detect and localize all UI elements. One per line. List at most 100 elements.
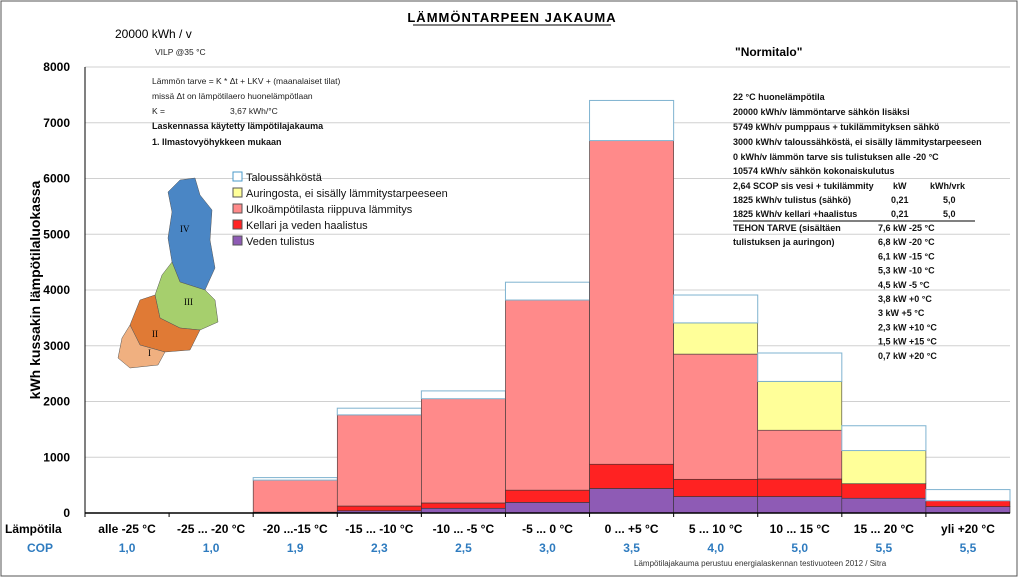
bar-segment-taloussähköstä [589, 99, 675, 142]
legend: Taloussähköstä Auringosta, ei sisälly läm… [232, 171, 448, 248]
legend-label: Kellari ja veden haalistus [246, 220, 368, 232]
bar-segment-veden-tulistus [925, 506, 1011, 514]
legend-swatch [232, 203, 243, 214]
formula-line-2: missä Δt on lämpötilaero huonelämpötlaan [152, 91, 313, 101]
power-demand-value: 2,3 kW +10 °C [878, 322, 937, 332]
power-demand-list: 7,6 kW -25 °C 6,8 kW -20 °C 6,1 kW -15 °C 5… [878, 223, 937, 361]
info-panel: 22 °C huonelämpötila 20000 kWh/v lämmönt… [733, 92, 982, 361]
bar-segment-taloussähköstä [336, 407, 422, 416]
x-category-label: -15 ... -10 °C [345, 522, 413, 536]
tehon-tarve-label: TEHON TARVE (sisältäen [733, 223, 841, 233]
legend-label: Veden tulistus [246, 236, 315, 248]
x-category-label: -10 ... -5 °C [433, 522, 495, 536]
x-category-label: yli +20 °C [941, 522, 995, 536]
cop-label: COP [27, 541, 53, 555]
map-zone-label: I [148, 348, 151, 358]
normitalo-label: "Normitalo" [735, 45, 802, 59]
power-table-cell: 0,21 [891, 209, 909, 219]
formula-k-value: 3,67 kWh/°C [230, 106, 278, 116]
x-category-label: 15 ... 20 °C [854, 522, 914, 536]
bar-segment-kellari-ja-veden-haalistus [421, 502, 506, 509]
bar-segment-taloussähköstä [841, 425, 927, 452]
power-table-header-kwh: kWh/vrk [930, 181, 966, 191]
power-table-header: 2,64 SCOP sis vesi + tukilämmity [733, 181, 874, 191]
y-tick-label: 2000 [43, 395, 70, 409]
info-line: 20000 kWh/v lämmöntarve sähkön lisäksi [733, 107, 910, 117]
y-tick-label: 3000 [43, 339, 70, 353]
annual-demand: 20000 kWh / v [115, 27, 192, 41]
bar-segment-ulkoämpötilasta-riippuva-lämmitys [757, 429, 843, 480]
power-table-row: 1825 kWh/v kellari +haalistus [733, 209, 857, 219]
bar-segment-veden-tulistus [841, 497, 927, 514]
info-line: 22 °C huonelämpötila [733, 92, 826, 102]
bar-segment-taloussähköstä [925, 489, 1011, 502]
y-tick-label: 0 [63, 506, 70, 520]
bar-segment-auringosta-ei-sisälly-lämmitystarpeeseen [757, 381, 843, 431]
x-category-label: alle -25 °C [98, 522, 156, 536]
legend-label: Ulkoämpötilasta riippuva lämmitys [246, 204, 413, 216]
cop-value: 5,5 [876, 541, 893, 555]
bar-segment-kellari-ja-veden-haalistus [505, 489, 590, 503]
bar-segment-veden-tulistus [757, 496, 843, 514]
bar-segment-kellari-ja-veden-haalistus [925, 500, 1011, 507]
info-line: 5749 kWh/v pumppaus + tukilämmityksen sä… [733, 122, 940, 132]
map-zone-label: II [152, 329, 158, 339]
bar-segment-veden-tulistus [673, 496, 759, 514]
bar-segment-auringosta-ei-sisälly-lämmitystarpeeseen [673, 322, 759, 355]
bars [252, 99, 1011, 514]
bar-segment-taloussähköstä [504, 281, 591, 301]
power-table-header-kw: kW [893, 181, 907, 191]
bar-segment-taloussähköstä [420, 390, 506, 400]
power-demand-value: 3 kW +5 °C [878, 308, 925, 318]
formula-k-label: K = [152, 106, 165, 116]
legend-swatch [232, 235, 243, 246]
info-line: 3000 kWh/v taloussähköstä, ei sisälly lä… [733, 137, 982, 147]
y-tick-label: 1000 [43, 450, 70, 464]
map-zone-i [117, 324, 166, 369]
cop-value: 5,0 [791, 541, 808, 555]
legend-label: Auringosta, ei sisälly lämmitystarpeesee… [246, 188, 448, 200]
x-category-label: 0 ... +5 °C [605, 522, 659, 536]
bar-segment-ulkoämpötilasta-riippuva-lämmitys [589, 140, 674, 465]
legend-swatch [232, 187, 243, 198]
bar-segment-kellari-ja-veden-haalistus [841, 483, 927, 499]
info-line: 10574 kWh/v sähkön kokonaiskulutus [733, 166, 895, 176]
bar-segment-taloussähköstä [252, 477, 338, 481]
cop-value: 3,0 [539, 541, 556, 555]
bar-segment-veden-tulistus [505, 502, 590, 514]
cop-value: 2,5 [455, 541, 472, 555]
y-tick-label: 6000 [43, 172, 70, 186]
bar-segment-auringosta-ei-sisälly-lämmitystarpeeseen [841, 450, 927, 485]
x-category-label: -20 ...-15 °C [263, 522, 328, 536]
power-table-cell: 5,0 [943, 195, 956, 205]
y-tick-label: 5000 [43, 227, 70, 241]
bar-segment-veden-tulistus [589, 488, 674, 514]
method-title: Laskennassa käytetty lämpötilajakauma [152, 121, 324, 131]
x-axis-label: Lämpötila [5, 522, 62, 536]
y-tick-label: 7000 [43, 116, 70, 130]
power-demand-value: 1,5 kW +15 °C [878, 337, 937, 347]
cop-value: 3,5 [623, 541, 640, 555]
bar-segment-kellari-ja-veden-haalistus [589, 463, 674, 489]
cop-value: 4,0 [707, 541, 724, 555]
vilp-label: VILP @35 °C [155, 47, 206, 57]
power-table-cell: 5,0 [943, 209, 956, 219]
map-zone-label: III [184, 297, 193, 307]
legend-label: Taloussähköstä [246, 172, 323, 184]
x-category-labels: alle -25 °C 1,0 -25 ... -20 °C 1,0 -20 ...-1… [84, 513, 995, 555]
y-axis-ticks: 0 1000 2000 3000 4000 5000 6000 7000 8000 [43, 60, 70, 520]
bar-segment-ulkoämpötilasta-riippuva-lämmitys [505, 299, 590, 491]
map-zone-label: IV [180, 224, 190, 234]
bar-segment-kellari-ja-veden-haalistus [673, 478, 759, 497]
power-demand-value: 7,6 kW -25 °C [878, 223, 935, 233]
bar-segment-kellari-ja-veden-haalistus [336, 505, 422, 512]
cop-value: 1,0 [119, 541, 136, 555]
power-demand-value: 0,7 kW +20 °C [878, 351, 937, 361]
power-table-cell: 0,21 [891, 195, 909, 205]
y-axis-label: kWh kussakin lämpötilaluokassa [27, 180, 43, 399]
bar-segment-ulkoämpötilasta-riippuva-lämmitys [673, 353, 759, 480]
bar-segment-ulkoämpötilasta-riippuva-lämmitys [421, 398, 506, 504]
info-line: 0 kWh/v lämmön tarve sis tulistuksen all… [733, 152, 939, 162]
finland-climate-zone-map: IV III II I [117, 177, 219, 369]
